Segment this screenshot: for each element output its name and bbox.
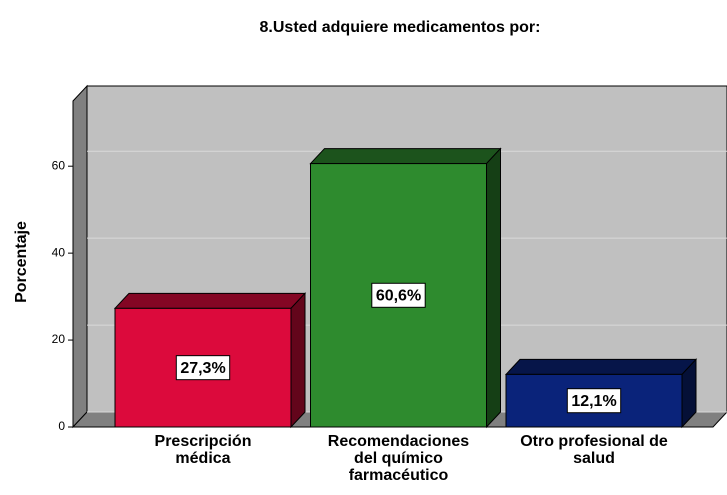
value-label-box bbox=[566, 388, 622, 414]
y-axis-label: Porcentaje bbox=[13, 221, 30, 303]
chart-title: 8.Usted adquiere medicamentos por: bbox=[260, 19, 541, 36]
x-tick-label: Otro profesional de salud bbox=[520, 433, 668, 467]
x-tick-label-box: Otro profesional de salud bbox=[520, 433, 668, 467]
x-tick-label-box: Recomendaciones del químico farmacéutico bbox=[327, 433, 470, 484]
value-label: 60,6% bbox=[376, 288, 421, 305]
left-wall bbox=[72, 84, 88, 429]
bar-top bbox=[504, 358, 698, 375]
bar bbox=[505, 373, 683, 428]
bar-top bbox=[113, 292, 307, 309]
bar-side bbox=[486, 147, 501, 429]
x-tick-label: Recomendaciones del químico farmacéutico bbox=[327, 433, 470, 484]
value-label-box bbox=[175, 355, 231, 381]
x-tick-label-box: Prescripción médica bbox=[154, 433, 252, 467]
y-tick-label: 40 bbox=[52, 245, 66, 259]
value-label: 12,1% bbox=[571, 393, 616, 410]
bar-top bbox=[309, 148, 502, 165]
value-label-box bbox=[371, 282, 426, 308]
bar-side bbox=[290, 292, 306, 429]
y-tick-label: 60 bbox=[52, 158, 66, 172]
x-tick-label: Prescripción médica bbox=[154, 433, 252, 467]
y-tick-label: 20 bbox=[52, 332, 66, 346]
value-label: 27,3% bbox=[180, 360, 225, 377]
y-tick-label: 0 bbox=[58, 419, 65, 433]
